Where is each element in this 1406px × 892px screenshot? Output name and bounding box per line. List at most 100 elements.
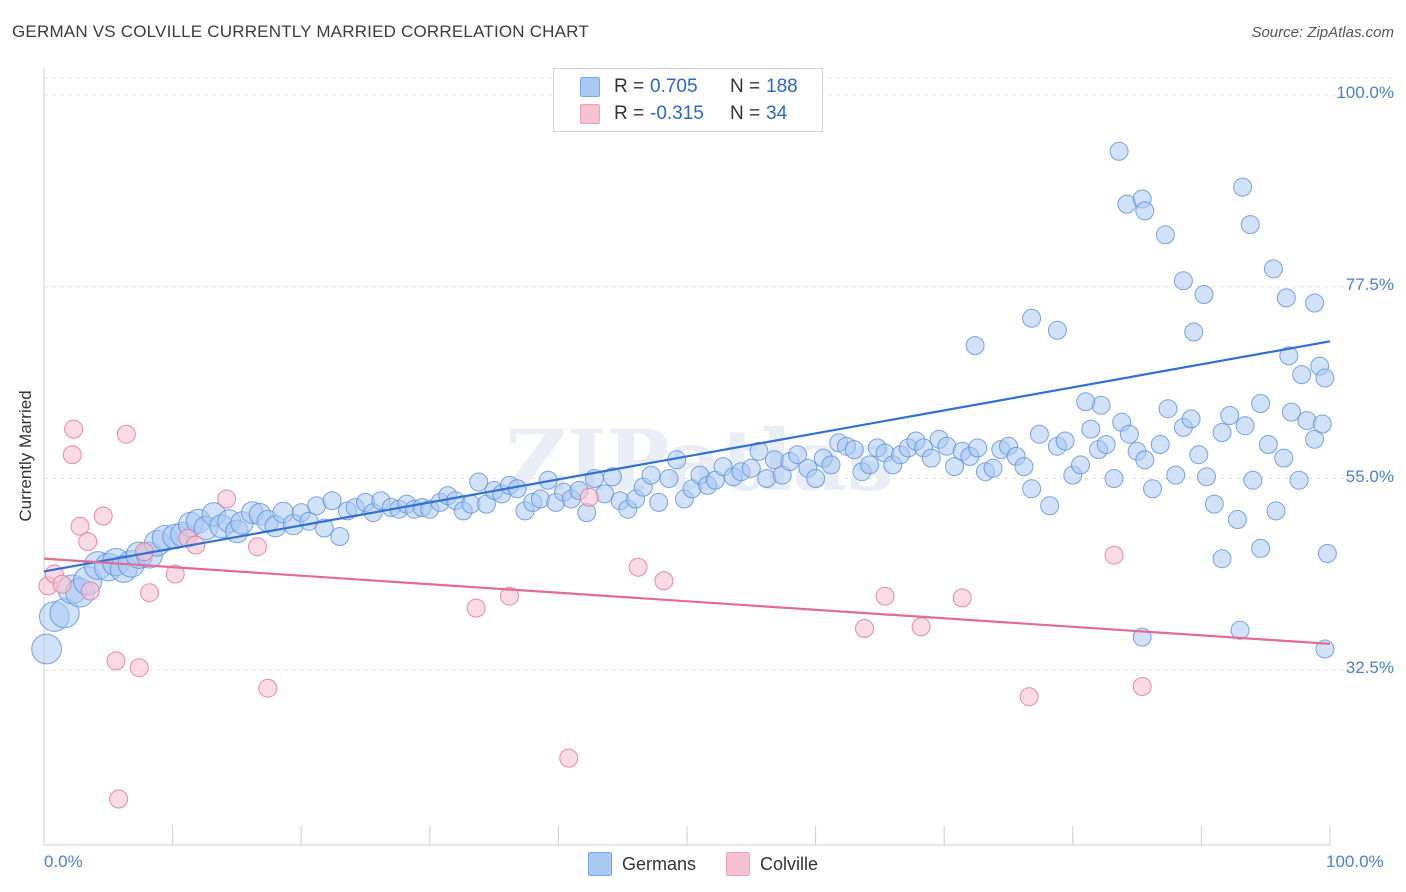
point-germans	[1181, 409, 1201, 429]
point-germans	[1055, 431, 1075, 451]
trend-line-colville	[43, 557, 1331, 645]
point-colville	[62, 445, 82, 465]
point-germans	[1235, 416, 1255, 436]
point-germans	[1081, 419, 1101, 439]
point-germans	[965, 336, 985, 356]
point-germans	[1220, 406, 1240, 425]
point-germans	[1022, 308, 1042, 328]
point-germans	[1233, 177, 1253, 197]
point-germans	[860, 455, 880, 475]
point-colville	[248, 537, 267, 557]
point-germans	[469, 472, 489, 492]
legend-n-label: N =	[730, 76, 761, 97]
legend-item-colville[interactable]: Colville	[726, 852, 818, 876]
point-germans	[945, 457, 964, 477]
point-germans	[1258, 435, 1278, 454]
point-germans	[1251, 394, 1271, 413]
legend-label-colville: Colville	[760, 853, 819, 874]
y-tick-label: 32.5%	[1345, 658, 1394, 678]
point-colville	[1104, 545, 1124, 565]
point-germans	[1119, 424, 1139, 444]
point-germans	[1305, 429, 1325, 449]
point-germans	[1289, 470, 1309, 490]
y-axis-label: Currently Married	[16, 390, 35, 522]
point-colville	[500, 586, 519, 606]
point-germans	[314, 518, 334, 538]
point-germans	[1312, 414, 1332, 434]
point-germans	[1071, 455, 1090, 475]
point-germans	[1135, 450, 1155, 470]
point-germans	[1189, 445, 1209, 465]
axes	[43, 68, 1331, 846]
point-germans	[1022, 479, 1042, 499]
point-colville	[93, 506, 113, 526]
point-germans	[530, 489, 550, 509]
point-germans	[1047, 320, 1067, 340]
point-germans	[921, 448, 941, 468]
trend-lines	[43, 340, 1331, 645]
stats-legend: R = 0.705 N = 188 R = -0.315 N = 34	[553, 68, 823, 132]
point-colville	[52, 574, 72, 594]
legend-row-germans: R = 0.705 N = 188	[580, 75, 798, 99]
legend-r-label: R =	[614, 103, 645, 124]
legend-item-germans[interactable]: Germans	[587, 852, 696, 876]
point-germans	[1274, 448, 1294, 468]
point-germans	[1305, 293, 1325, 313]
legend-swatch-germans	[587, 852, 612, 876]
point-germans	[1227, 510, 1247, 529]
point-germans	[1029, 424, 1049, 444]
point-colville	[875, 586, 895, 606]
point-germans	[322, 491, 342, 511]
point-germans	[757, 469, 777, 488]
point-colville	[217, 489, 237, 509]
point-germans	[1212, 423, 1232, 442]
point-germans	[1243, 470, 1263, 490]
point-germans	[1204, 494, 1224, 514]
grid-lines	[44, 77, 1394, 671]
point-germans	[1040, 496, 1060, 516]
point-colville	[106, 651, 126, 671]
point-germans	[1230, 620, 1250, 640]
point-germans	[1091, 395, 1111, 415]
point-germans	[31, 633, 62, 665]
point-germans	[659, 469, 679, 488]
point-colville	[129, 658, 149, 678]
series-germans	[31, 141, 1337, 665]
legend-swatch-germans	[580, 77, 600, 97]
source-label: Source: ZipAtlas.com	[1251, 24, 1394, 41]
legend-label-germans: Germans	[621, 853, 696, 874]
data-points	[31, 141, 1337, 809]
point-germans	[1197, 467, 1216, 487]
point-colville	[1019, 687, 1039, 707]
point-colville	[70, 516, 90, 536]
point-colville	[1132, 677, 1152, 696]
point-germans	[1292, 365, 1312, 385]
point-germans	[602, 467, 622, 487]
point-germans	[1317, 544, 1337, 563]
point-germans	[649, 492, 669, 512]
point-colville	[466, 598, 486, 618]
point-germans	[1279, 346, 1299, 366]
point-germans	[1276, 288, 1296, 308]
point-germans	[1014, 457, 1034, 477]
point-colville	[952, 588, 972, 608]
legend-n-value: 188	[766, 76, 798, 97]
point-germans	[749, 441, 769, 461]
point-germans	[1109, 141, 1129, 161]
point-germans	[821, 455, 841, 475]
y-tick-label: 77.5%	[1345, 274, 1394, 294]
legend-row-colville: R = -0.315 N = 34	[580, 102, 787, 126]
point-germans	[1158, 399, 1178, 419]
point-germans	[983, 458, 1003, 478]
point-colville	[78, 532, 98, 552]
point-germans	[330, 527, 350, 546]
point-colville	[579, 487, 599, 507]
point-germans	[806, 469, 826, 488]
point-germans	[1143, 479, 1162, 499]
legend-swatch-colville	[726, 852, 750, 876]
point-colville	[140, 583, 159, 603]
legend-swatch-colville	[580, 104, 600, 124]
point-germans	[1194, 285, 1214, 304]
legend-r-value: -0.315	[650, 103, 704, 124]
legend-n-value: 34	[766, 103, 788, 124]
